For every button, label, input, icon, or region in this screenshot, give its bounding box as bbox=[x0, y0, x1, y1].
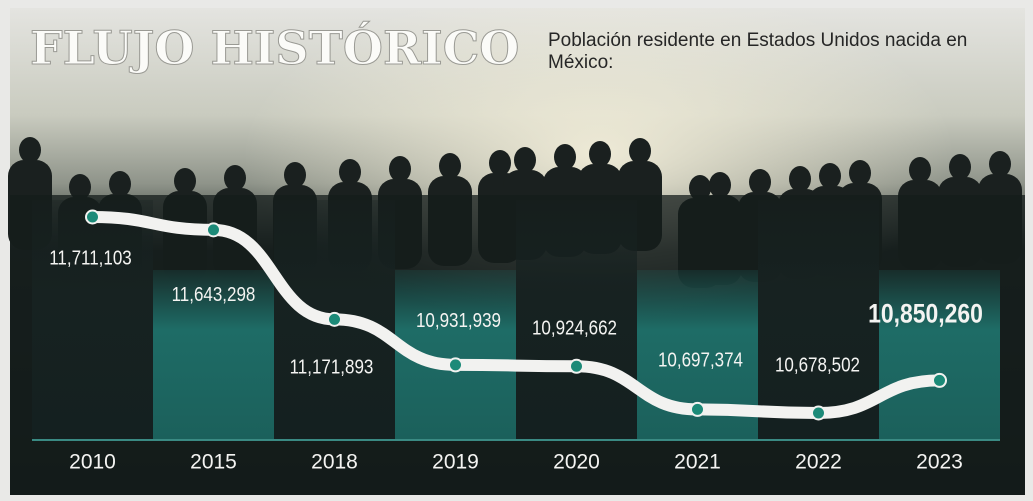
head bbox=[689, 175, 711, 201]
value-label: 11,643,298 bbox=[172, 283, 256, 306]
value-label: 10,931,939 bbox=[416, 309, 501, 332]
subtitle: Población residente en Estados Unidos na… bbox=[548, 30, 968, 73]
head bbox=[19, 137, 41, 163]
marker bbox=[206, 222, 221, 238]
head bbox=[749, 169, 771, 195]
column bbox=[153, 270, 274, 440]
value-label: 10,678,502 bbox=[775, 353, 860, 376]
column bbox=[879, 270, 1000, 440]
head bbox=[849, 160, 871, 186]
column bbox=[32, 200, 153, 440]
marker bbox=[569, 358, 584, 374]
value-label: 10,924,662 bbox=[532, 316, 617, 339]
marker bbox=[932, 372, 947, 388]
head bbox=[284, 162, 306, 188]
head bbox=[439, 153, 461, 179]
head bbox=[709, 172, 731, 198]
head bbox=[514, 147, 536, 173]
head bbox=[109, 171, 131, 197]
value-label: 10,697,374 bbox=[658, 348, 743, 371]
x-tick-label: 2022 bbox=[795, 451, 842, 474]
value-label: 10,850,260 bbox=[868, 299, 983, 329]
head bbox=[789, 166, 811, 192]
head bbox=[224, 165, 246, 191]
columns bbox=[32, 200, 1000, 440]
x-tick-label: 2019 bbox=[432, 451, 479, 474]
chart-title: FLUJO HISTÓRICO bbox=[30, 20, 519, 75]
head bbox=[629, 138, 651, 164]
x-tick-label: 2023 bbox=[916, 451, 963, 474]
column bbox=[516, 200, 637, 440]
head bbox=[949, 154, 971, 180]
head bbox=[589, 141, 611, 167]
head bbox=[339, 159, 361, 185]
marker bbox=[811, 405, 826, 421]
x-tick-label: 2018 bbox=[311, 451, 358, 474]
x-tick-label: 2015 bbox=[190, 451, 237, 474]
value-label: 11,711,103 bbox=[49, 246, 132, 269]
x-tick-label: 2010 bbox=[69, 451, 116, 474]
value-label: 11,171,893 bbox=[290, 355, 374, 378]
marker bbox=[448, 357, 463, 373]
marker bbox=[327, 311, 342, 327]
head bbox=[554, 144, 576, 170]
head bbox=[69, 174, 91, 200]
line bbox=[86, 211, 946, 420]
head bbox=[819, 163, 841, 189]
marker bbox=[85, 209, 100, 225]
head bbox=[389, 156, 411, 182]
marker bbox=[690, 401, 705, 417]
x-tick-label: 2021 bbox=[674, 451, 721, 474]
head bbox=[174, 168, 196, 194]
x-tick-label: 2020 bbox=[553, 451, 600, 474]
head bbox=[909, 157, 931, 183]
head bbox=[989, 151, 1011, 177]
head bbox=[489, 150, 511, 176]
